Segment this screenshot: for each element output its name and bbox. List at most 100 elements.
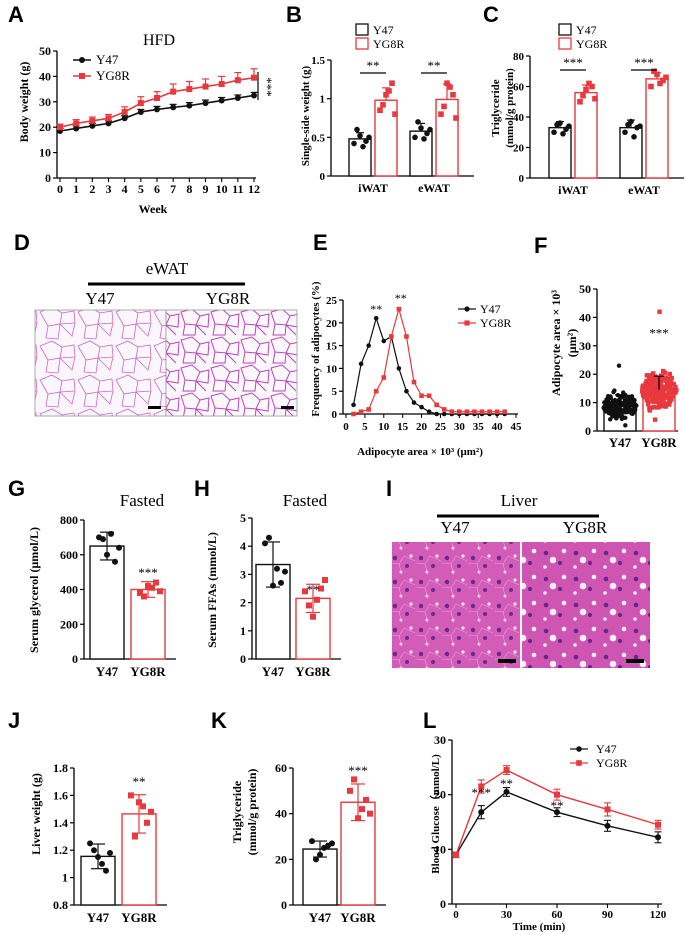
data-point-b-1-0-4: [421, 136, 427, 142]
data-point-f-1-128: [667, 382, 672, 387]
data-point-l-0-5: [655, 834, 661, 841]
data-point-l-1-4: [604, 806, 611, 813]
panel-j-ylabel: Liver weight (g): [29, 773, 43, 855]
series-line-l-y47: [455, 791, 659, 856]
data-point-e-0-3: [373, 315, 379, 321]
data-point-c-0-0-4: [560, 130, 566, 137]
data-point-c-1-1-5: [663, 74, 669, 81]
data-point-f-0-140: [607, 411, 613, 416]
y-tick-label-h-0: 0: [240, 652, 246, 666]
y-tick-label-k-0: 0: [281, 898, 287, 912]
data-point-a-0-4: [121, 115, 128, 122]
bar-c-ewat-yg8r: [645, 78, 669, 179]
sig-label-k: ***: [348, 763, 368, 778]
scale-bar-d-yg8r: [281, 406, 294, 409]
data-point-f-1-32: [644, 373, 650, 378]
data-point-f-1-123: [649, 405, 655, 410]
data-point-f-1-53: [668, 378, 673, 383]
panel-l-xlabel: Time (min): [513, 921, 566, 933]
panel-letter-d: D: [14, 230, 30, 255]
data-point-g-1-1: [145, 583, 151, 590]
panel-a-legend-y47: Y47: [96, 52, 119, 67]
y-tick-label-b-1: 0.5: [311, 132, 325, 144]
y-tick-label-l-3: 30: [434, 733, 446, 747]
data-point-g-1-3: [141, 593, 147, 600]
series-line-e-y47: [352, 316, 505, 415]
x-tick-label-a-9: 9: [203, 182, 209, 196]
panel-letter-g: G: [8, 476, 25, 501]
data-point-a-0-1: [73, 125, 80, 132]
data-point-f-1-95: [670, 394, 675, 399]
data-point-g-1-5: [157, 588, 163, 595]
data-point-e-0-9: [419, 404, 424, 410]
y-tick-label-a-3: 30: [39, 95, 51, 109]
y-tick-label-k-3: 60: [275, 761, 287, 775]
data-point-f-1-109: [669, 375, 674, 381]
data-point-f-1-134: [661, 398, 666, 403]
data-point-c-1-1-3: [651, 68, 657, 75]
series-line-a-yg8r: [59, 76, 255, 128]
data-point-e-1-1: [358, 409, 364, 415]
data-point-a-1-2: [89, 117, 96, 124]
data-point-legend-a-y47: [79, 57, 85, 63]
data-point-f-1-27: [647, 373, 652, 378]
data-point-c-1-0-5: [637, 123, 643, 129]
data-point-f-0-57: [623, 415, 628, 420]
data-point-g-0-5: [116, 544, 122, 551]
x-tick-label-a-7: 7: [170, 182, 176, 196]
data-point-h-0-0: [262, 540, 268, 547]
data-point-a-1-4: [121, 108, 128, 115]
x-tick-label-e-4: 20: [416, 421, 428, 433]
data-point-f-1-139: [663, 404, 668, 409]
panel-k-ylabel-line2: (mmol/g protein): [245, 769, 259, 856]
data-point-e-1-20: [502, 409, 507, 415]
data-point-c-1-1-1: [654, 71, 660, 78]
data-point-h-1-3: [306, 602, 312, 609]
sig-label-h: **: [307, 582, 320, 597]
panel-g-title: Fasted: [120, 491, 165, 510]
panel-letter-k: K: [211, 708, 227, 733]
sig-label-c-0: ***: [563, 55, 583, 70]
y-tick-label-l-2: 20: [434, 788, 446, 802]
sig-label-c-1: ***: [634, 55, 654, 70]
data-point-f-1-102: [669, 381, 675, 386]
x-tick-label-l-2: 60: [552, 909, 564, 921]
data-point-f-0-141: [628, 402, 633, 408]
data-point-f-1-127: [642, 387, 648, 392]
data-point-b-0-0-5: [366, 134, 372, 141]
data-point-f-1-125: [660, 368, 666, 374]
data-point-c-1-1-2: [660, 77, 666, 84]
data-point-f-1-154: [667, 388, 672, 394]
data-point-c-0-1-5: [592, 95, 598, 102]
data-point-f-0-134: [617, 413, 622, 418]
data-point-f-1-19: [650, 382, 656, 388]
data-point-legend-l-y47: [576, 746, 582, 752]
panel-h-ylabel: Serum FFAs (mmol/L): [205, 532, 219, 648]
panel-d-header: eWAT: [146, 259, 189, 278]
data-point-f-0-1: [623, 423, 628, 428]
data-point-f-1-136: [661, 376, 667, 382]
bar-c-ewat-y47: [619, 126, 643, 179]
data-point-c-0-1-2: [589, 83, 595, 90]
y-tick-label-k-2: 40: [275, 807, 287, 821]
panel-b-ylabel: Single-side weight (g): [300, 66, 312, 167]
panel-c-legend-y47: Y47: [576, 23, 597, 37]
data-point-j-0-4: [99, 860, 105, 867]
x-tick-label-e-8: 40: [492, 421, 504, 433]
y-tick-label-e-2: 10: [326, 363, 338, 375]
data-point-a-1-0: [57, 124, 63, 131]
y-tick-label-g-4: 800: [60, 513, 78, 527]
data-point-a-1-5: [137, 100, 144, 107]
y-tick-label-h-2: 2: [240, 596, 246, 610]
data-point-h-0-1: [270, 582, 276, 589]
data-point-b-0-1-1: [383, 92, 389, 98]
data-point-f-0-153: [628, 410, 634, 415]
liver-micrograph-y47: [392, 542, 520, 668]
data-point-a-0-7: [170, 104, 177, 111]
y-tick-label-c-4: 80: [513, 51, 525, 63]
x-tick-label-e-2: 10: [378, 421, 390, 433]
data-point-a-1-3: [105, 115, 112, 122]
data-point-e-1-12: [441, 407, 447, 412]
data-point-legend-l-yg8r: [576, 760, 582, 766]
